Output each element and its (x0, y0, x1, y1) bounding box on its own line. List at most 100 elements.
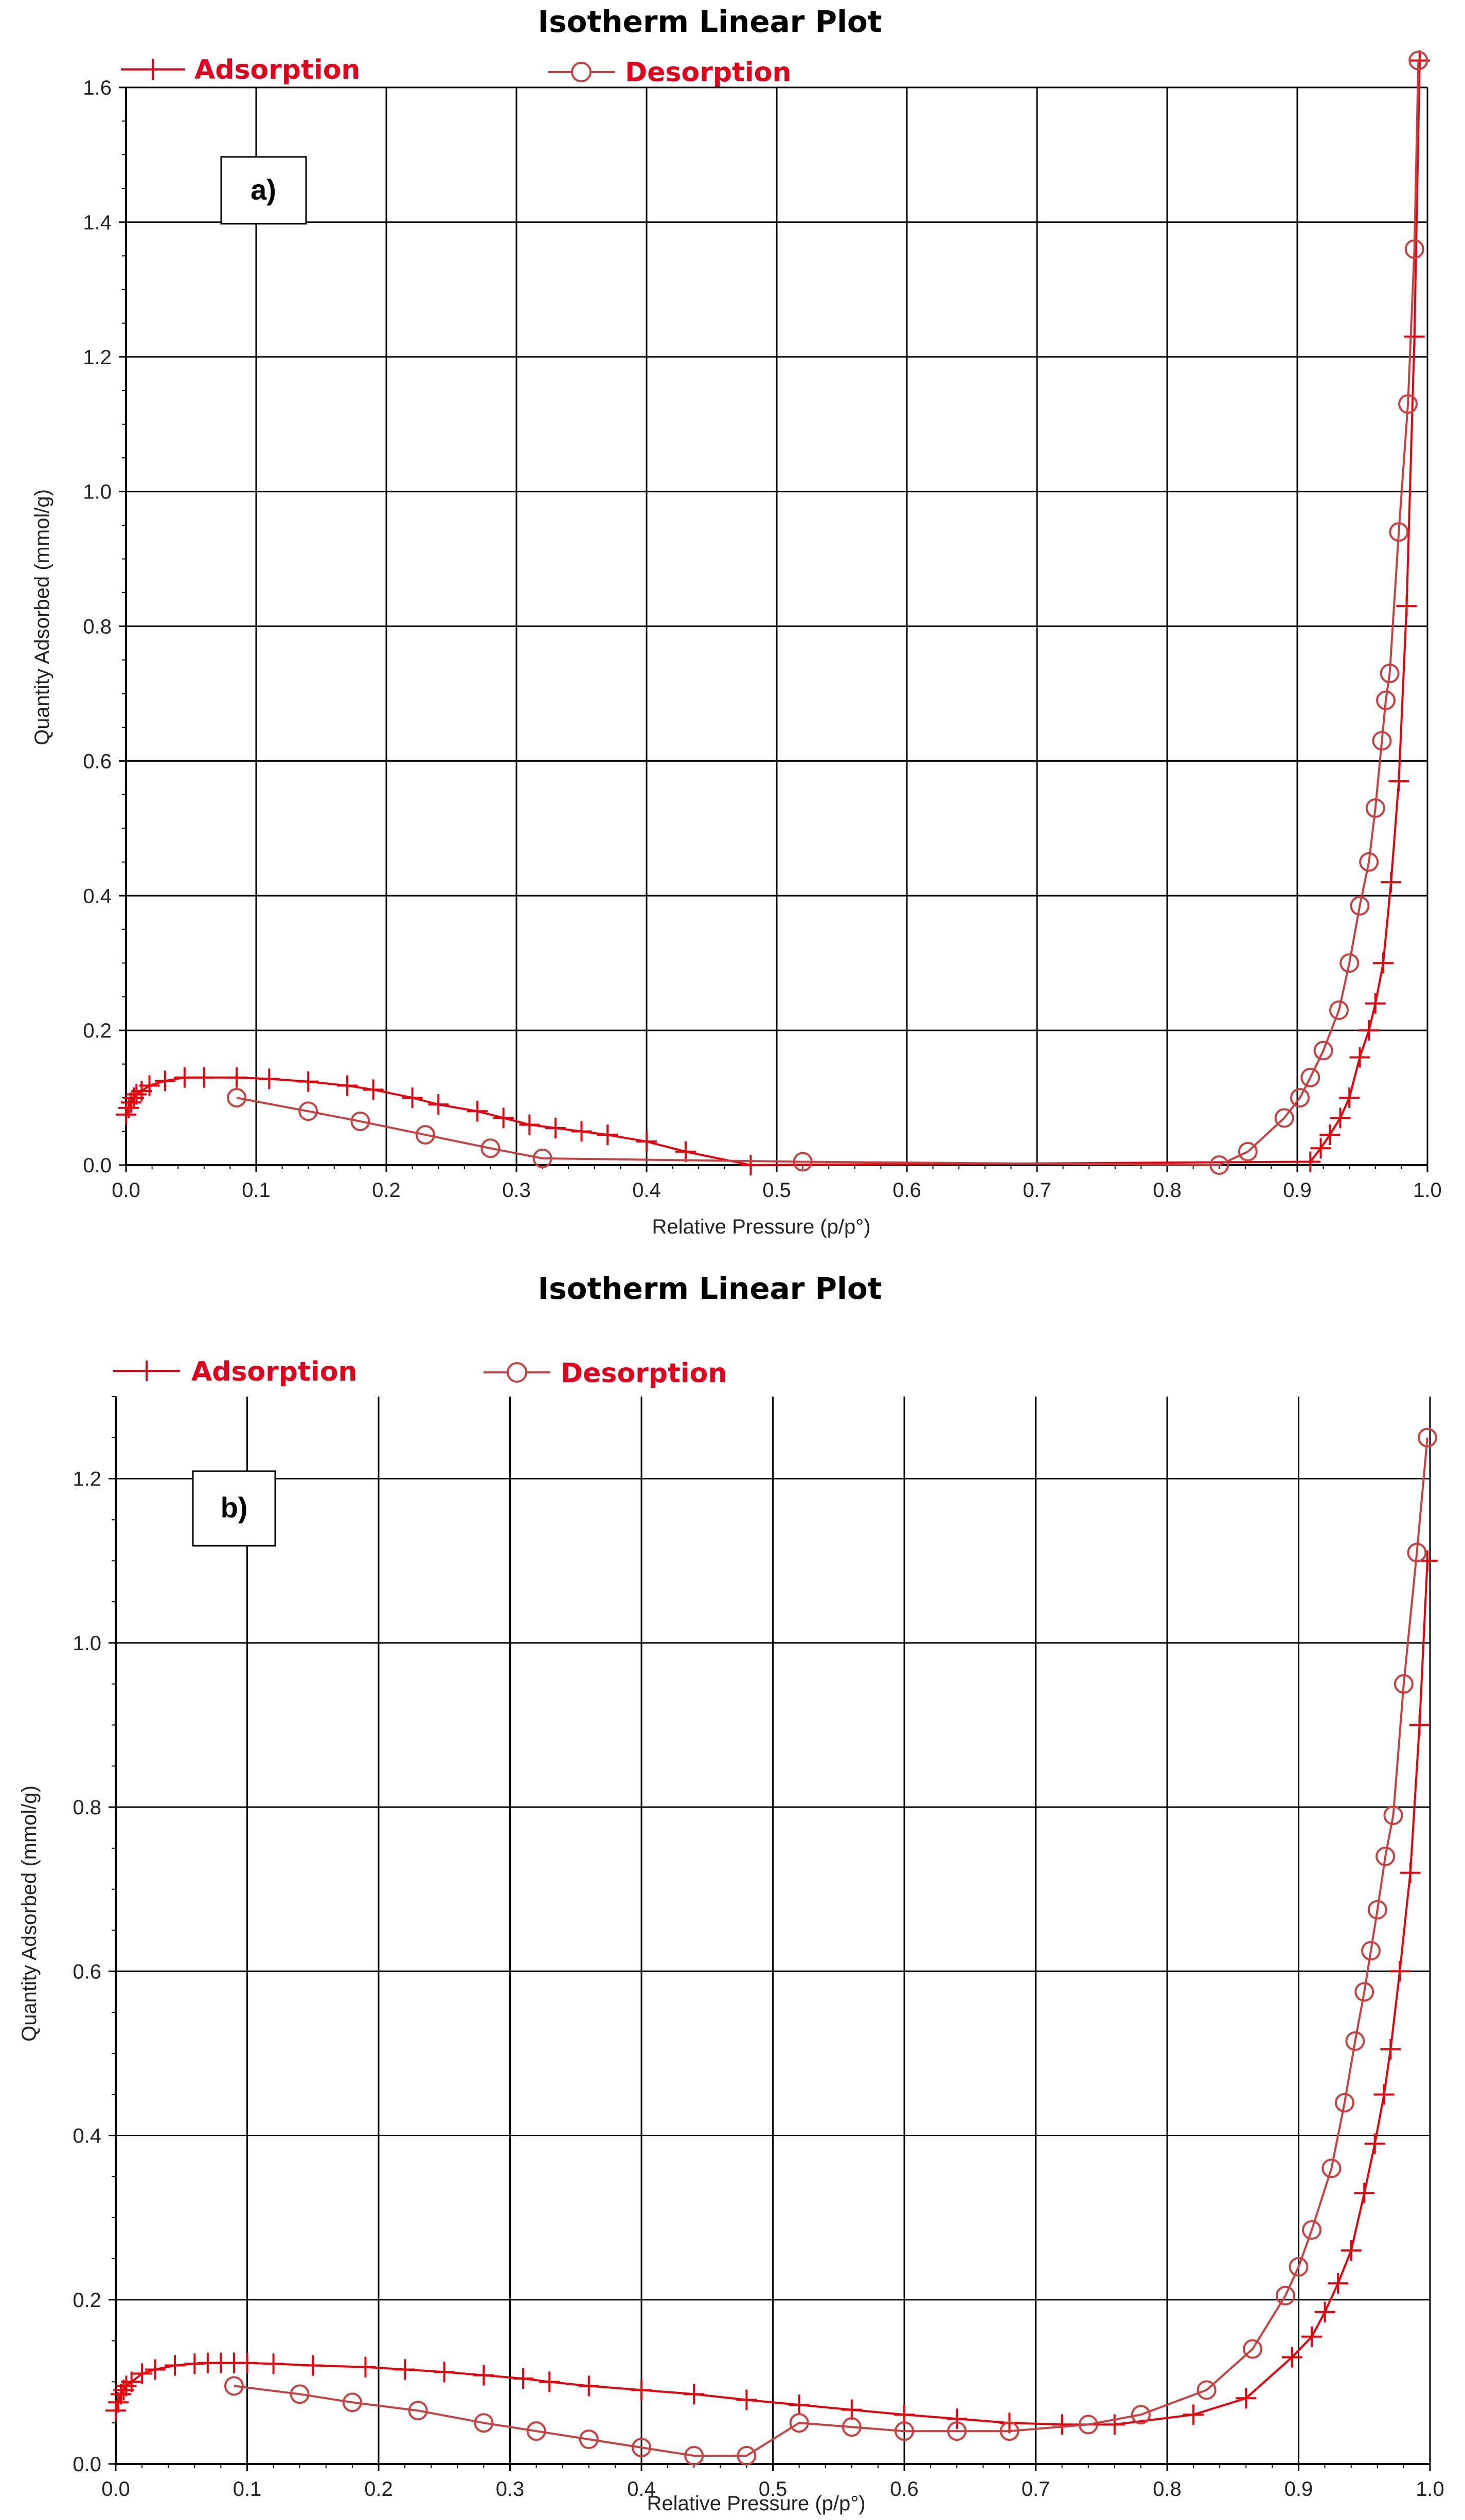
legend-desorption: Desorption (625, 57, 791, 88)
desorption-point (684, 2446, 704, 2466)
legend-adsorption: Adsorption (194, 55, 360, 85)
y-tick-label: 0.6 (73, 1960, 101, 1983)
adsorption-point (126, 1084, 147, 1105)
chart-title: Isotherm Linear Plot (538, 4, 882, 39)
adsorption-point (675, 1141, 696, 1162)
desorption-point (1408, 50, 1428, 70)
adsorption-point (789, 2394, 810, 2416)
adsorption-point (1389, 1961, 1410, 1982)
adsorption-point (1328, 2273, 1349, 2294)
x-tick-label: 0.8 (1153, 1179, 1182, 1202)
desorption-point (1274, 1108, 1294, 1128)
desorption-series-line (234, 1437, 1428, 2457)
desorption-point (1350, 896, 1370, 916)
panel-label-box: a) (220, 156, 307, 225)
adsorption-point (139, 1075, 160, 1096)
adsorption-point (684, 2384, 705, 2405)
desorption-point (408, 2401, 428, 2421)
x-tick-label: 0.3 (502, 1179, 531, 1202)
adsorption-point (111, 2384, 132, 2405)
adsorption-point (1236, 2388, 1257, 2409)
adsorption-point (108, 2392, 129, 2413)
desorption-point (1417, 1427, 1437, 1447)
adsorption-point (237, 2352, 258, 2373)
desorption-point (789, 2413, 809, 2433)
legend-desorption: Desorption (561, 1358, 727, 1389)
y-tick-label: 1.2 (83, 346, 112, 369)
desorption-point (350, 1111, 370, 1131)
isotherm-chart-a: Isotherm Linear Plot Adsorption Desorpti… (31, 4, 1442, 1238)
adsorption-point (1364, 2133, 1385, 2154)
desorption-point (1243, 2339, 1263, 2359)
desorption-point (1361, 1941, 1381, 1961)
x-tick-label: 0.5 (759, 2478, 788, 2500)
adsorption-series-line (115, 1561, 1428, 2426)
panel-label: b) (221, 1491, 248, 1524)
x-tick-label: 0.0 (112, 1179, 140, 1202)
adsorption-point (1300, 1151, 1321, 1172)
y-axis-label: Quantity Adsorbed (mmol/g) (31, 489, 53, 745)
desorption-point (1290, 1088, 1310, 1108)
adsorption-point (193, 1067, 215, 1088)
adsorption-point (1396, 596, 1417, 617)
adsorption-series-line (125, 60, 1421, 1167)
x-tick-label: 0.2 (372, 1179, 401, 1202)
desorption-point (1300, 1067, 1320, 1087)
adsorption-point (1354, 2183, 1375, 2204)
adsorption-point (1301, 2326, 1323, 2347)
x-tick-label: 0.7 (1022, 2478, 1050, 2500)
adsorption-point (337, 1075, 358, 1096)
adsorption-point (597, 1124, 618, 1146)
adsorption-point (132, 2363, 153, 2384)
desorption-point (1407, 1543, 1427, 1563)
desorption-point (895, 2421, 914, 2441)
plot-area-b: 0.0 0.1 0.2 0.3 0.4 0.5 0.6 0.7 0.8 0.9 1.0 0.0 0.2 0… (73, 1396, 1444, 2500)
desorption-point (474, 2413, 494, 2433)
desorption-point (842, 2417, 862, 2437)
adsorption-point (740, 1155, 761, 1175)
desorption-point (1354, 1982, 1374, 2002)
x-tick-label: 0.6 (892, 1179, 921, 1202)
y-tick-label: 0.4 (83, 885, 112, 907)
desorption-point (1372, 731, 1392, 751)
y-tick-label: 1.0 (73, 1632, 101, 1655)
desorption-point (290, 2384, 310, 2404)
adsorption-point (1341, 2240, 1362, 2261)
x-tick-label: 0.1 (242, 1179, 271, 1202)
legend-adsorption: Adsorption (191, 1356, 357, 1387)
y-tick-label: 0.2 (83, 1020, 112, 1042)
desorption-point (793, 1152, 813, 1172)
desorption-point (1329, 1000, 1349, 1020)
adsorption-point (302, 2355, 324, 2376)
adsorption-point (1310, 1138, 1331, 1159)
y-tick-label: 1.2 (73, 1468, 101, 1491)
desorption-point (1380, 664, 1400, 684)
x-tick-label: 0.1 (233, 2478, 262, 2500)
adsorption-point (1400, 1862, 1421, 1883)
desorption-point (1275, 2285, 1295, 2305)
adsorption-point (116, 2375, 137, 2397)
desorption-point (1313, 1041, 1333, 1061)
chart-panel-b: Isotherm Linear Plot Adsorption Desorpti… (0, 1255, 1465, 2520)
chart-title: Isotherm Linear Plot (538, 1271, 882, 1306)
adsorption-point (154, 1070, 175, 1092)
desorption-point (526, 2421, 546, 2441)
y-tick-label: 0.0 (83, 1154, 112, 1177)
adsorption-point (355, 2356, 376, 2378)
adsorption-point (145, 2359, 166, 2380)
y-tick-label: 0.8 (83, 616, 112, 638)
adsorption-point (1359, 1020, 1380, 1041)
adsorption-point (1104, 2414, 1125, 2435)
adsorption-point (636, 1131, 657, 1152)
desorption-point (1078, 2415, 1098, 2435)
x-tick-label: 0.2 (364, 2478, 393, 2500)
adsorption-point (539, 2371, 560, 2392)
desorption-point (999, 2421, 1020, 2441)
desorption-point (1359, 852, 1379, 872)
x-axis-label: Relative Pressure (p/p°) (647, 2492, 865, 2515)
adsorption-point (578, 2375, 599, 2397)
adsorption-point (298, 1071, 319, 1092)
adsorption-point (434, 2362, 455, 2383)
x-tick-label: 0.4 (627, 2478, 656, 2500)
desorption-point (1209, 1155, 1229, 1175)
